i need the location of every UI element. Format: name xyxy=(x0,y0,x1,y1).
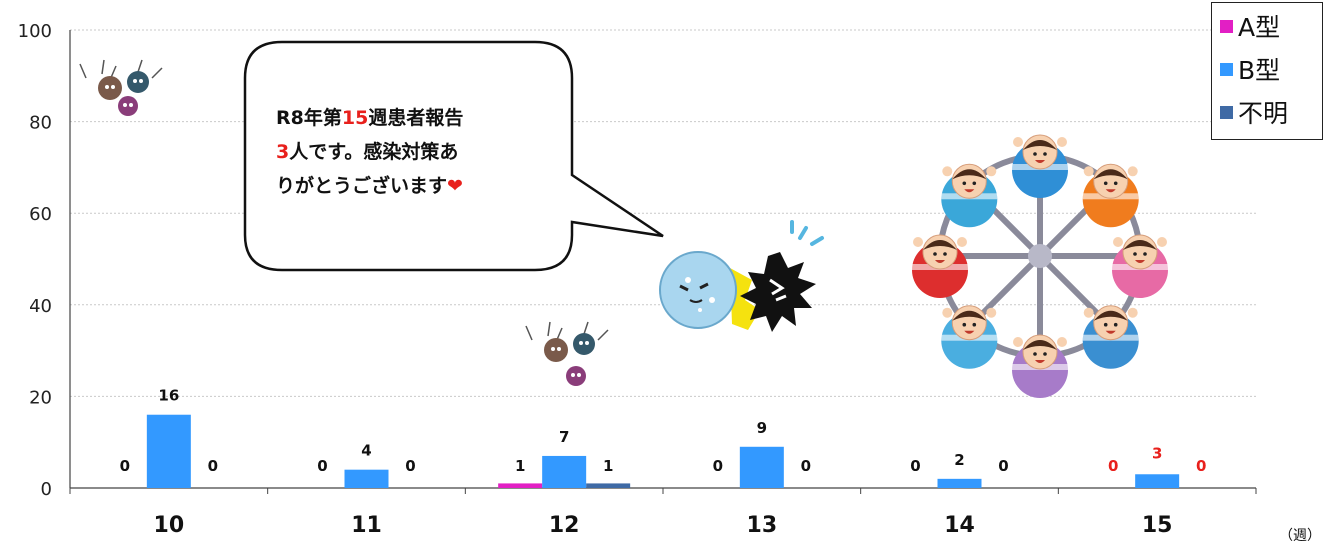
bar-value-label: 7 xyxy=(559,428,569,446)
bar-value-label: 0 xyxy=(120,457,130,475)
bar xyxy=(586,483,631,488)
bubble-line-1: R8年第15週患者報告 xyxy=(276,101,576,135)
x-tick-label: 11 xyxy=(351,513,382,538)
virus-germs-icon xyxy=(525,321,609,386)
bar xyxy=(344,469,389,488)
bar xyxy=(498,483,543,488)
bar-value-label: 9 xyxy=(757,419,767,437)
bar-value-label: 16 xyxy=(158,387,179,405)
bar-value-label: 3 xyxy=(1152,444,1162,462)
bubble-text-1a: R8年第 xyxy=(276,107,342,129)
bubble-week-number: 15 xyxy=(341,107,369,129)
bar xyxy=(739,446,784,488)
bubble-text-3: りがとうございます xyxy=(276,175,448,197)
bar-value-label: 0 xyxy=(208,457,218,475)
bubble-text-2: 人です。感染対策あ xyxy=(289,141,459,163)
bubble-text-1b: 週患者報告 xyxy=(368,107,464,129)
bar xyxy=(542,455,587,488)
bar-value-label: 0 xyxy=(998,457,1008,475)
x-tick-label: 14 xyxy=(944,513,975,538)
y-tick-label: 60 xyxy=(29,204,52,225)
data-labels: 0 16 0 0 4 0 1 7 1 0 9 0 0 2 0 0 3 0 xyxy=(120,387,1207,475)
bar xyxy=(146,414,191,488)
x-tick-label: 13 xyxy=(747,513,778,538)
speech-bubble-text: R8年第15週患者報告 3人です。感染対策あ りがとうございます❤ xyxy=(276,101,576,203)
legend: A型 B型 不明 xyxy=(1211,2,1323,140)
legend-label-a: A型 xyxy=(1238,13,1281,42)
bar-value-label: 1 xyxy=(515,457,525,475)
legend-item-a: A型 xyxy=(1220,6,1280,46)
bar xyxy=(1135,474,1180,488)
legend-label-unknown: 不明 xyxy=(1238,99,1289,128)
bar-value-label: 0 xyxy=(713,457,723,475)
legend-label-b: B型 xyxy=(1238,56,1281,85)
y-tick-label: 80 xyxy=(29,113,52,134)
y-tick-label: 100 xyxy=(18,21,52,42)
y-tick-label: 0 xyxy=(41,479,52,500)
bar-value-label: 0 xyxy=(317,457,327,475)
bar-value-label: 4 xyxy=(361,442,371,460)
x-tick-label: 15 xyxy=(1142,513,1173,538)
bars xyxy=(146,414,1180,488)
legend-swatch-a xyxy=(1220,19,1233,33)
bar-value-label: 0 xyxy=(1196,457,1206,475)
bar-value-label: 0 xyxy=(801,457,811,475)
legend-item-b: B型 xyxy=(1220,49,1280,89)
x-tick-label: 10 xyxy=(154,513,185,538)
speech-bubble xyxy=(243,40,664,272)
x-tick-label: 12 xyxy=(549,513,580,538)
bar-value-label: 0 xyxy=(405,457,415,475)
bar-value-label: 1 xyxy=(603,457,613,475)
ferris-wheel-children-icon xyxy=(912,134,1168,398)
bubble-line-2: 3人です。感染対策あ xyxy=(276,135,576,169)
bar-value-label: 0 xyxy=(910,457,920,475)
heart-icon: ❤ xyxy=(447,175,463,197)
bubble-line-3: りがとうございます❤ xyxy=(276,169,576,203)
bar-value-label: 2 xyxy=(954,451,964,469)
immunity-fighting-virus-icon xyxy=(659,220,824,332)
bubble-patient-count: 3 xyxy=(276,141,290,163)
virus-germs-icon xyxy=(79,59,163,116)
legend-swatch-b xyxy=(1220,62,1233,76)
y-tick-label: 40 xyxy=(29,296,52,317)
bar-value-label: 0 xyxy=(1108,457,1118,475)
y-tick-label: 20 xyxy=(29,387,52,408)
legend-item-unknown: 不明 xyxy=(1220,92,1288,132)
legend-swatch-unknown xyxy=(1220,105,1233,119)
bar xyxy=(937,478,982,488)
x-axis-unit-label: （週） xyxy=(1279,528,1321,542)
